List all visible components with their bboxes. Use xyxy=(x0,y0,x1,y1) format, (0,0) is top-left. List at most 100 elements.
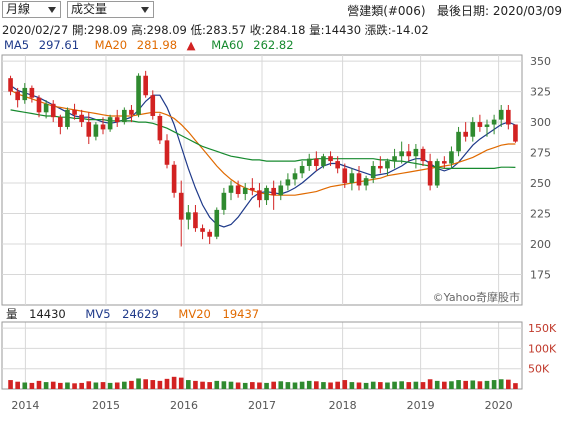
volume-bar xyxy=(171,376,177,389)
ma20-label: MA20 xyxy=(94,38,128,52)
candle-body xyxy=(136,75,141,115)
candle-body xyxy=(456,131,461,152)
ma60-label: MA60 xyxy=(211,38,244,52)
mv20-legend: MV20 19437 xyxy=(178,307,267,321)
volume-bar xyxy=(399,381,404,389)
volume-bar xyxy=(178,377,184,389)
candle-body xyxy=(498,109,504,120)
candle-body xyxy=(43,103,49,113)
ma20-legend: MA20 281.98 ▲ xyxy=(95,38,202,52)
candle-body xyxy=(150,95,156,116)
candle-body xyxy=(122,109,127,123)
candle-body xyxy=(164,140,170,165)
chart-title: 營建類(#006) 最後日期: 2020/03/09 xyxy=(347,2,562,19)
candle-body xyxy=(22,87,28,101)
chevron-down-icon xyxy=(48,7,56,13)
volume-bar xyxy=(363,382,369,389)
candle-body xyxy=(221,192,227,210)
volume-bar xyxy=(292,382,298,389)
volume-bar xyxy=(413,381,419,389)
volume-bar xyxy=(257,382,262,389)
volume-bar xyxy=(129,380,134,389)
volume-bar xyxy=(207,382,212,389)
indicator-select[interactable]: 成交量 xyxy=(67,1,154,18)
open-value: 298.09 xyxy=(87,23,128,37)
volume-bar xyxy=(299,381,305,389)
volume-bar xyxy=(442,381,447,389)
candle-body xyxy=(463,131,468,137)
x-axis: 2014 2015 2016 2017 2018 2019 2020 xyxy=(11,399,512,412)
ma5-value: 297.61 xyxy=(38,38,80,52)
candle-body xyxy=(157,115,163,141)
price-panel-frame xyxy=(1,54,523,306)
candle-body xyxy=(79,114,84,123)
volume-bar xyxy=(114,382,120,389)
candle-body xyxy=(449,151,454,164)
candle-body xyxy=(207,231,212,237)
volume-bar xyxy=(200,381,205,389)
y-tick-label: 325 xyxy=(530,86,551,99)
quote-date: 2020/02/27 xyxy=(2,23,69,37)
candle-body xyxy=(129,109,134,115)
volume-bar xyxy=(15,381,20,389)
candle-body xyxy=(427,161,433,186)
mv5-label: MV5 xyxy=(85,307,111,321)
candle-body xyxy=(58,117,63,127)
candle-body xyxy=(107,117,113,130)
volume-legend: 量 14430 MV5 24629 MV20 19437 xyxy=(6,306,275,322)
candle-body xyxy=(513,124,518,142)
ma5-legend: MA5 297.61 xyxy=(4,38,85,52)
candle-body xyxy=(264,187,269,201)
volume-bar xyxy=(321,382,326,389)
candle-body xyxy=(321,156,326,166)
low-value: 283.57 xyxy=(205,23,247,37)
volume-bar xyxy=(50,381,56,389)
toolbar: 月線 成交量 營建類(#006) 最後日期: 2020/03/09 xyxy=(0,0,570,20)
ma60-legend: MA60 262.82 xyxy=(211,38,299,52)
candle-body xyxy=(349,173,355,184)
volume-tick-label: 150K xyxy=(528,322,557,335)
candle-body xyxy=(392,156,397,162)
candle-body xyxy=(477,122,483,127)
open-label: 開: xyxy=(71,23,88,37)
candle-body xyxy=(100,124,106,130)
volume-bar xyxy=(420,382,426,389)
candle-body xyxy=(292,173,298,180)
volume-bar xyxy=(342,380,348,389)
volume-bar xyxy=(314,381,319,389)
candle-body xyxy=(50,103,56,118)
volume-bar xyxy=(470,380,476,389)
high-label: 高: xyxy=(131,23,147,37)
candle-body xyxy=(250,187,255,191)
volume-bar xyxy=(328,382,333,389)
volume-bar xyxy=(484,380,490,389)
volume-panel: 150K 100K 50K xyxy=(1,321,557,390)
volume-bar xyxy=(122,381,127,389)
price-panel: 175 200 225 250 275 300 325 350 xyxy=(1,54,551,306)
candle-body xyxy=(314,158,319,166)
candle-body xyxy=(328,156,333,162)
stock-name: 營建類(#006) xyxy=(347,4,426,18)
candle-body xyxy=(178,192,184,220)
volume-bar xyxy=(285,382,291,389)
last-date: 最後日期: 2020/03/09 xyxy=(436,4,562,18)
volume-label: 量: xyxy=(309,23,325,37)
volume-bar xyxy=(43,382,49,389)
y-tick-label: 250 xyxy=(530,177,551,190)
series-line-ma60 xyxy=(10,109,516,169)
candle-body xyxy=(257,190,262,201)
period-select[interactable]: 月線 xyxy=(2,1,61,18)
volume-bar xyxy=(498,379,504,389)
candle-body xyxy=(399,151,404,157)
candle-body xyxy=(214,209,220,237)
candle-body xyxy=(491,119,497,125)
volume-bar xyxy=(100,382,106,389)
volume-bar xyxy=(235,382,241,389)
mv5-value: 24629 xyxy=(122,307,159,321)
volume-bar xyxy=(392,381,397,389)
close-value: 284.18 xyxy=(265,23,306,37)
volume-bar xyxy=(378,382,383,389)
low-label: 低: xyxy=(190,23,206,37)
volume-bar xyxy=(250,382,255,389)
